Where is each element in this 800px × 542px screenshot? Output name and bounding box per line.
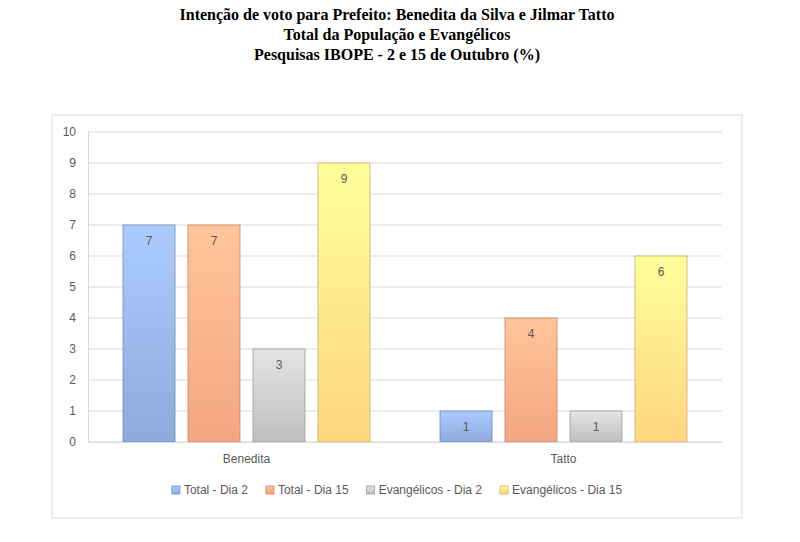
y-tick: 3 (69, 342, 88, 356)
y-tick: 10 (63, 125, 88, 139)
y-tick-label: 5 (69, 280, 76, 294)
legend-marker (266, 486, 274, 494)
data-label: 7 (146, 234, 153, 248)
title-line: Total da População e Evangélicos (284, 26, 511, 44)
legend-item: Evangélicos - Dia 15 (500, 483, 622, 497)
title-line: Intenção de voto para Prefeito: Benedita… (180, 6, 615, 24)
y-tick: 4 (69, 311, 88, 325)
data-labels: 7 1 7 4 3 1 9 6 (146, 172, 665, 434)
y-tick-label: 4 (69, 311, 76, 325)
chart-frame (52, 115, 742, 518)
grid-line (88, 411, 722, 412)
y-tick: 5 (69, 280, 88, 294)
y-tick-label: 9 (69, 156, 76, 170)
grid-line (88, 132, 722, 133)
bar (318, 163, 370, 442)
legend-label: Evangélicos - Dia 2 (379, 483, 483, 497)
y-tick: 6 (69, 249, 88, 263)
legend-marker (500, 486, 508, 494)
x-tick-label: Tatto (550, 452, 576, 466)
bar (253, 349, 305, 442)
y-tick: 7 (69, 218, 88, 232)
x-axis: Benedita Tatto (89, 442, 723, 466)
chart: Intenção de voto para Prefeito: Benedita… (0, 0, 800, 542)
y-tick-label: 6 (69, 249, 76, 263)
grid-line (88, 349, 722, 350)
grid-line (88, 194, 722, 195)
legend-marker (367, 486, 375, 494)
x-tick-label: Benedita (223, 452, 271, 466)
grid-line (88, 256, 722, 257)
bar (440, 411, 492, 442)
y-tick: 1 (69, 404, 88, 418)
x-axis-line (89, 442, 723, 443)
y-tick: 2 (69, 373, 88, 387)
y-tick: 0 (69, 435, 88, 449)
data-label: 9 (341, 172, 348, 186)
bar (123, 225, 175, 442)
grid-line (88, 380, 722, 381)
legend-label: Total - Dia 15 (278, 483, 349, 497)
legend-label: Total - Dia 2 (184, 483, 248, 497)
y-tick-label: 10 (63, 125, 77, 139)
y-tick-label: 2 (69, 373, 76, 387)
y-tick-label: 0 (69, 435, 76, 449)
title: Intenção de voto para Prefeito: Benedita… (180, 6, 615, 64)
y-axis: 0 1 2 3 4 5 6 7 8 9 10 (63, 125, 89, 449)
bar (188, 225, 240, 442)
data-label: 3 (276, 358, 283, 372)
grid-line (88, 287, 722, 288)
legend-marker (172, 486, 180, 494)
bar (505, 318, 557, 442)
bars (123, 163, 687, 442)
legend-item: Evangélicos - Dia 2 (367, 483, 483, 497)
y-tick: 8 (69, 187, 88, 201)
data-label: 1 (463, 420, 470, 434)
data-label: 7 (211, 234, 218, 248)
grid-line (88, 225, 722, 226)
y-tick-label: 1 (69, 404, 76, 418)
title-line: Pesquisas IBOPE - 2 e 15 de Outubro (%) (254, 46, 540, 64)
bar (635, 256, 687, 442)
legend-label: Evangélicos - Dia 15 (512, 483, 622, 497)
data-label: 4 (528, 327, 535, 341)
bar (570, 411, 622, 442)
y-tick-label: 3 (69, 342, 76, 356)
grid-line (88, 318, 722, 319)
grid (88, 132, 722, 442)
y-tick-label: 8 (69, 187, 76, 201)
data-label: 1 (593, 420, 600, 434)
x-tick: Tatto (550, 442, 576, 466)
legend: Total - Dia 2 Total - Dia 15 Evangélicos -… (172, 483, 623, 497)
legend-item: Total - Dia 15 (266, 483, 349, 497)
data-label: 6 (658, 265, 665, 279)
y-tick: 9 (69, 156, 88, 170)
legend-item: Total - Dia 2 (172, 483, 248, 497)
grid-line (88, 163, 722, 164)
grid-line (88, 442, 722, 443)
x-tick: Benedita (223, 442, 271, 466)
y-axis-line (88, 133, 89, 443)
y-tick-label: 7 (69, 218, 76, 232)
